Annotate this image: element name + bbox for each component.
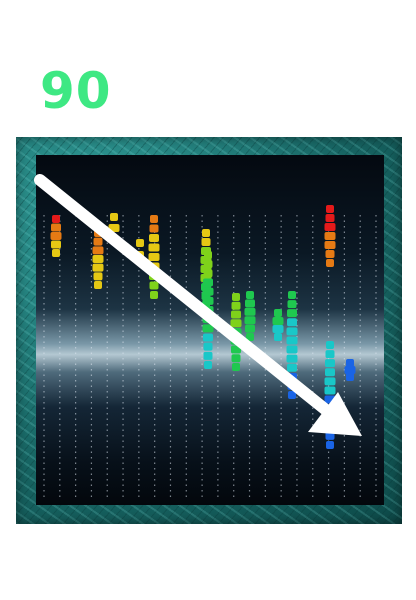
detector-hit [51,223,61,232]
detector-hit [52,249,60,257]
detector-hit [288,291,296,299]
direction-arrow-icon [34,174,362,436]
detector-hit [274,333,282,341]
detector-hit [204,251,212,259]
detector-hit [202,229,210,237]
detector-hit [326,341,334,349]
detector-hit [149,224,159,233]
detector-hit [325,368,335,377]
detector-hit [246,333,254,341]
detector-hit [326,205,334,213]
detector-hit [148,253,160,261]
detector-hit [202,296,214,305]
detector-hit [93,237,103,246]
detector-hit [203,351,213,360]
detector-hit [244,307,256,316]
detector-hit [204,361,212,369]
detector-hit [344,366,356,374]
detector-hit [51,240,61,249]
detector-hit [324,386,336,395]
detector-hit [232,293,240,301]
detector-hit [272,325,284,333]
detector-hit [202,287,214,296]
score-value: 90 [40,62,112,120]
detector-hit [231,301,241,310]
detector-hit [346,359,354,367]
detector-hit [52,215,60,223]
detector-hit [203,278,213,287]
detector-hit [232,363,240,371]
detector-hit [202,324,214,333]
detector-hit [324,223,336,231]
detector-hit [324,241,336,249]
detector-hit [324,377,336,386]
detector-hit [245,299,255,308]
detector-hit [92,255,104,263]
detector-strings [43,215,377,500]
detector-hit [325,359,335,368]
detector-hit [148,243,160,252]
detector-hit [94,281,102,289]
detector-hit [203,333,213,342]
detector-hits [50,205,356,449]
detector-hit [93,272,103,281]
detector-hit [245,324,255,333]
detector-hit [136,239,144,247]
detector-hit [286,336,298,345]
detector-hit [110,213,118,221]
detector-hit [324,232,336,240]
detector-svg [43,205,377,500]
detector-hit [346,373,354,381]
detector-hit [203,269,213,278]
detector-hit [92,246,104,255]
detector-hit [325,250,335,258]
detector-hit [203,260,213,269]
detector-hit [272,317,284,325]
detector-hit [286,327,298,336]
detector-hit [288,391,296,399]
detector-hit [150,215,158,223]
detector-hit [287,318,297,327]
detector-event-display [36,155,384,505]
detector-hit [149,234,159,242]
detector-hit [274,309,282,317]
detector-hit [231,345,241,354]
detector-hit [92,263,104,272]
detector-hit [325,431,335,440]
detector-hit [286,354,298,363]
detector-hit [286,345,298,354]
detector-hit [231,310,241,319]
detector-hit [325,350,335,359]
detector-hit [326,259,334,267]
detector-hit [325,214,335,222]
detector-hit [201,238,211,246]
detector-hit [287,363,297,372]
detector-hit [244,316,256,325]
detector-hit [287,300,297,309]
detector-hit [287,309,297,318]
detector-hit [149,281,159,290]
detector-hit [231,354,241,363]
detector-hit [230,319,242,328]
detector-hit [246,291,254,299]
detector-hit [203,342,213,351]
detector-hit [150,291,158,299]
detector-hit [50,232,62,240]
detector-hit [326,441,334,449]
